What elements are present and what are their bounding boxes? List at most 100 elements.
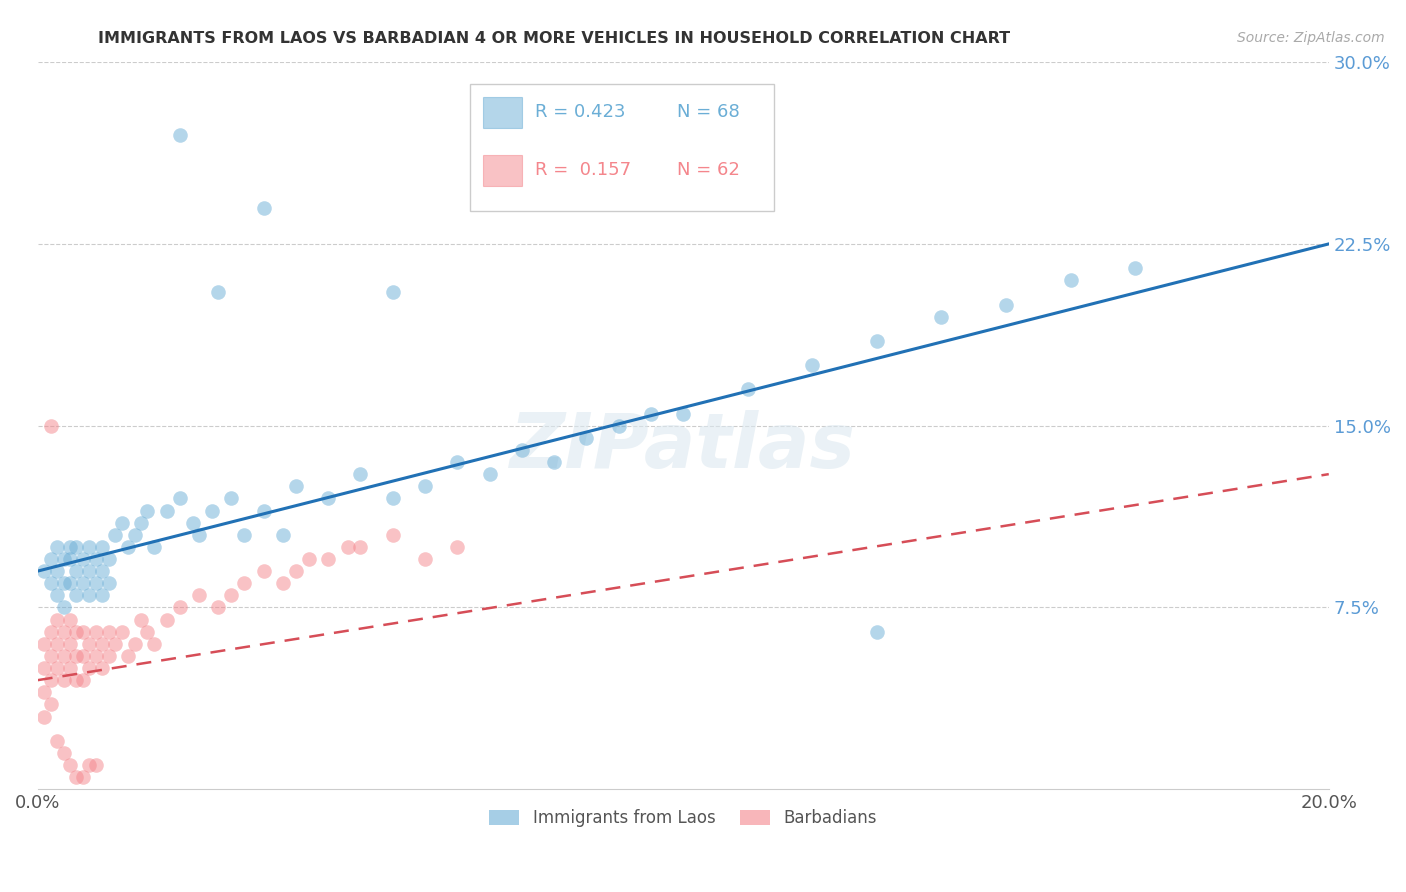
Point — [156, 613, 179, 627]
Point — [39, 552, 62, 566]
Point — [39, 648, 62, 663]
Point — [46, 540, 69, 554]
Point — [136, 624, 159, 639]
Point — [381, 285, 404, 300]
Point — [65, 564, 87, 578]
Point — [188, 527, 211, 541]
Point — [65, 588, 87, 602]
Point — [72, 552, 94, 566]
Point — [97, 576, 120, 591]
Point — [737, 382, 759, 396]
Point — [91, 588, 114, 602]
Text: ZIPatlas: ZIPatlas — [510, 410, 856, 484]
Point — [39, 673, 62, 688]
Point — [72, 648, 94, 663]
Point — [446, 540, 468, 554]
Point — [110, 516, 132, 530]
Point — [271, 576, 294, 591]
Point — [575, 431, 598, 445]
Point — [72, 770, 94, 784]
FancyBboxPatch shape — [470, 84, 773, 211]
Point — [117, 648, 139, 663]
Point — [298, 552, 321, 566]
Point — [316, 491, 339, 506]
Point — [110, 624, 132, 639]
Point — [46, 613, 69, 627]
Point — [866, 334, 889, 348]
Point — [79, 661, 101, 675]
Point — [52, 746, 75, 760]
Point — [39, 624, 62, 639]
Point — [65, 540, 87, 554]
Point — [253, 201, 276, 215]
Point — [46, 733, 69, 747]
Point — [201, 503, 224, 517]
Point — [104, 637, 127, 651]
Point — [79, 564, 101, 578]
Point — [142, 637, 165, 651]
Point — [995, 297, 1018, 311]
Point — [478, 467, 501, 482]
Point — [221, 491, 243, 506]
Point — [104, 527, 127, 541]
Point — [672, 407, 695, 421]
Point — [72, 576, 94, 591]
Point — [52, 600, 75, 615]
Point — [169, 600, 191, 615]
Bar — [484, 97, 522, 128]
Point — [156, 503, 179, 517]
Point — [32, 564, 55, 578]
Point — [124, 527, 146, 541]
Point — [65, 673, 87, 688]
Bar — [484, 155, 522, 186]
Point — [284, 479, 307, 493]
Point — [381, 527, 404, 541]
Point — [129, 516, 152, 530]
Point — [253, 503, 276, 517]
Point — [271, 527, 294, 541]
Point — [59, 637, 82, 651]
Point — [221, 588, 243, 602]
Point — [52, 648, 75, 663]
Text: R =  0.157: R = 0.157 — [534, 161, 631, 179]
Point — [72, 624, 94, 639]
Point — [446, 455, 468, 469]
Point — [52, 576, 75, 591]
Point — [32, 637, 55, 651]
Point — [91, 564, 114, 578]
Point — [349, 467, 371, 482]
Point — [59, 758, 82, 772]
Point — [79, 540, 101, 554]
Point — [181, 516, 204, 530]
Point — [91, 540, 114, 554]
Point — [349, 540, 371, 554]
Point — [46, 637, 69, 651]
Point — [1059, 273, 1081, 287]
Point — [207, 285, 229, 300]
Point — [79, 637, 101, 651]
Point — [97, 552, 120, 566]
Point — [1123, 261, 1146, 276]
Point — [97, 648, 120, 663]
Point — [142, 540, 165, 554]
Text: N = 68: N = 68 — [676, 103, 740, 121]
Point — [284, 564, 307, 578]
Legend: Immigrants from Laos, Barbadians: Immigrants from Laos, Barbadians — [481, 801, 886, 836]
Point — [59, 552, 82, 566]
Point — [84, 648, 107, 663]
Point — [65, 648, 87, 663]
Point — [413, 479, 436, 493]
Point — [72, 673, 94, 688]
Point — [607, 418, 630, 433]
Point — [543, 455, 565, 469]
Point — [233, 527, 256, 541]
Point — [59, 661, 82, 675]
Point — [59, 613, 82, 627]
Point — [79, 758, 101, 772]
Point — [801, 358, 824, 372]
Point — [91, 661, 114, 675]
Point — [79, 588, 101, 602]
Point — [510, 442, 533, 457]
Point — [84, 552, 107, 566]
Point — [188, 588, 211, 602]
